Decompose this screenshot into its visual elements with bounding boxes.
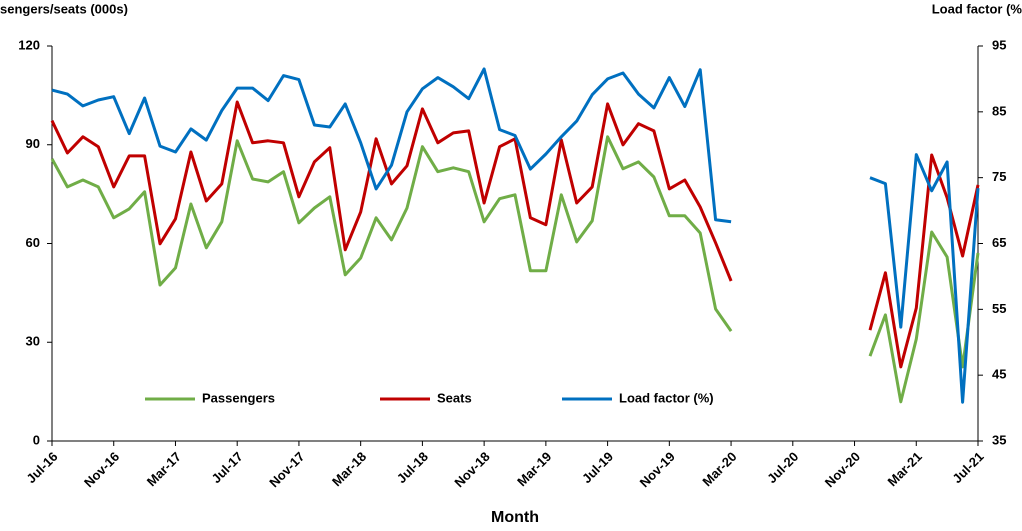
x-tick-label: Nov-17 [266, 449, 307, 490]
y2-tick-label: 65 [992, 235, 1006, 250]
x-tick-label: Jul-16 [23, 449, 60, 486]
legend-label: Passengers [202, 390, 275, 405]
y2-tick-label: 75 [992, 169, 1006, 184]
x-tick-label: Nov-20 [822, 449, 863, 490]
x-tick-label: Mar-18 [329, 449, 369, 489]
y2-tick-label: 35 [992, 432, 1006, 447]
series-line [50, 135, 980, 404]
y2-tick-label: 95 [992, 37, 1006, 52]
x-tick-label: Mar-17 [144, 449, 184, 489]
y-tick-label: 30 [26, 334, 40, 349]
series-line [51, 67, 980, 404]
legend-label: Load factor (%) [619, 390, 714, 405]
y-tick-label: 60 [26, 235, 40, 250]
x-tick-label: Jul-17 [209, 449, 246, 486]
y2-axis-label: Load factor (% [932, 1, 1022, 16]
x-tick-label: Nov-19 [637, 449, 678, 490]
x-tick-label: Nov-18 [451, 449, 492, 490]
x-tick-label: Mar-21 [885, 449, 925, 489]
y-axis-label: sengers/seats (000s) [0, 1, 128, 16]
y-tick-label: 0 [33, 432, 40, 447]
x-tick-label: Jul-20 [764, 449, 801, 486]
y2-tick-label: 45 [992, 367, 1006, 382]
y-tick-label: 120 [18, 37, 40, 52]
x-tick-label: Jul-21 [949, 449, 986, 486]
y2-tick-label: 85 [992, 103, 1006, 118]
x-axis-label: Month [491, 509, 539, 526]
y2-tick-label: 55 [992, 301, 1006, 316]
x-tick-label: Mar-20 [699, 449, 739, 489]
series-line [50, 100, 980, 369]
x-tick-label: Jul-18 [394, 449, 431, 486]
x-tick-label: Mar-19 [514, 449, 554, 489]
legend-label: Seats [437, 390, 472, 405]
x-tick-label: Jul-19 [579, 449, 616, 486]
x-tick-label: Nov-16 [81, 449, 122, 490]
y-tick-label: 90 [26, 136, 40, 151]
